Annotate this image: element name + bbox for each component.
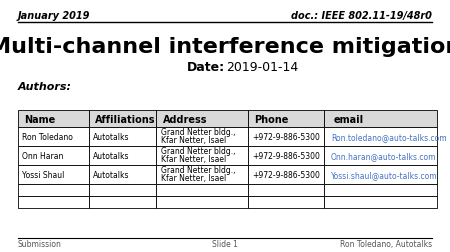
Text: Onn.haran@auto-talks.com: Onn.haran@auto-talks.com — [331, 151, 436, 160]
Text: Name: Name — [24, 114, 55, 124]
Text: doc.: IEEE 802.11-19/48r0: doc.: IEEE 802.11-19/48r0 — [291, 11, 432, 21]
Text: +972-9-886-5300: +972-9-886-5300 — [252, 132, 320, 141]
Text: Autotalks: Autotalks — [94, 132, 130, 141]
Text: Kfar Netter, Isael: Kfar Netter, Isael — [161, 135, 226, 144]
Text: Grand Netter bldg.,: Grand Netter bldg., — [161, 165, 236, 174]
Text: Ron Toledano: Ron Toledano — [22, 132, 73, 141]
Text: Grand Netter bldg.,: Grand Netter bldg., — [161, 128, 236, 137]
Text: +972-9-886-5300: +972-9-886-5300 — [252, 151, 320, 160]
Text: email: email — [333, 114, 363, 124]
Text: Ron.toledano@auto-talks.com: Ron.toledano@auto-talks.com — [331, 132, 446, 141]
Text: Kfar Netter, Isael: Kfar Netter, Isael — [161, 173, 226, 182]
Text: Submission: Submission — [18, 239, 62, 248]
Text: 2019-01-14: 2019-01-14 — [226, 60, 298, 73]
Text: Affiliations: Affiliations — [95, 114, 155, 124]
Text: Grand Netter bldg.,: Grand Netter bldg., — [161, 146, 236, 155]
Text: Kfar Netter, Isael: Kfar Netter, Isael — [161, 154, 226, 163]
Text: Multi-channel interference mitigation: Multi-channel interference mitigation — [0, 37, 450, 57]
Text: Date:: Date: — [187, 60, 225, 73]
Text: Phone: Phone — [254, 114, 288, 124]
Text: Yossi.shaul@auto-talks.com: Yossi.shaul@auto-talks.com — [331, 170, 437, 179]
Text: Yossi Shaul: Yossi Shaul — [22, 170, 65, 179]
Text: Authors:: Authors: — [18, 82, 72, 92]
Text: +972-9-886-5300: +972-9-886-5300 — [252, 170, 320, 179]
Text: Onn Haran: Onn Haran — [22, 151, 63, 160]
Text: Autotalks: Autotalks — [94, 151, 130, 160]
Text: Ron Toledano, Autotalks: Ron Toledano, Autotalks — [340, 239, 432, 248]
Text: Autotalks: Autotalks — [94, 170, 130, 179]
Text: January 2019: January 2019 — [18, 11, 90, 21]
Text: Slide 1: Slide 1 — [212, 239, 238, 248]
Text: Address: Address — [163, 114, 207, 124]
